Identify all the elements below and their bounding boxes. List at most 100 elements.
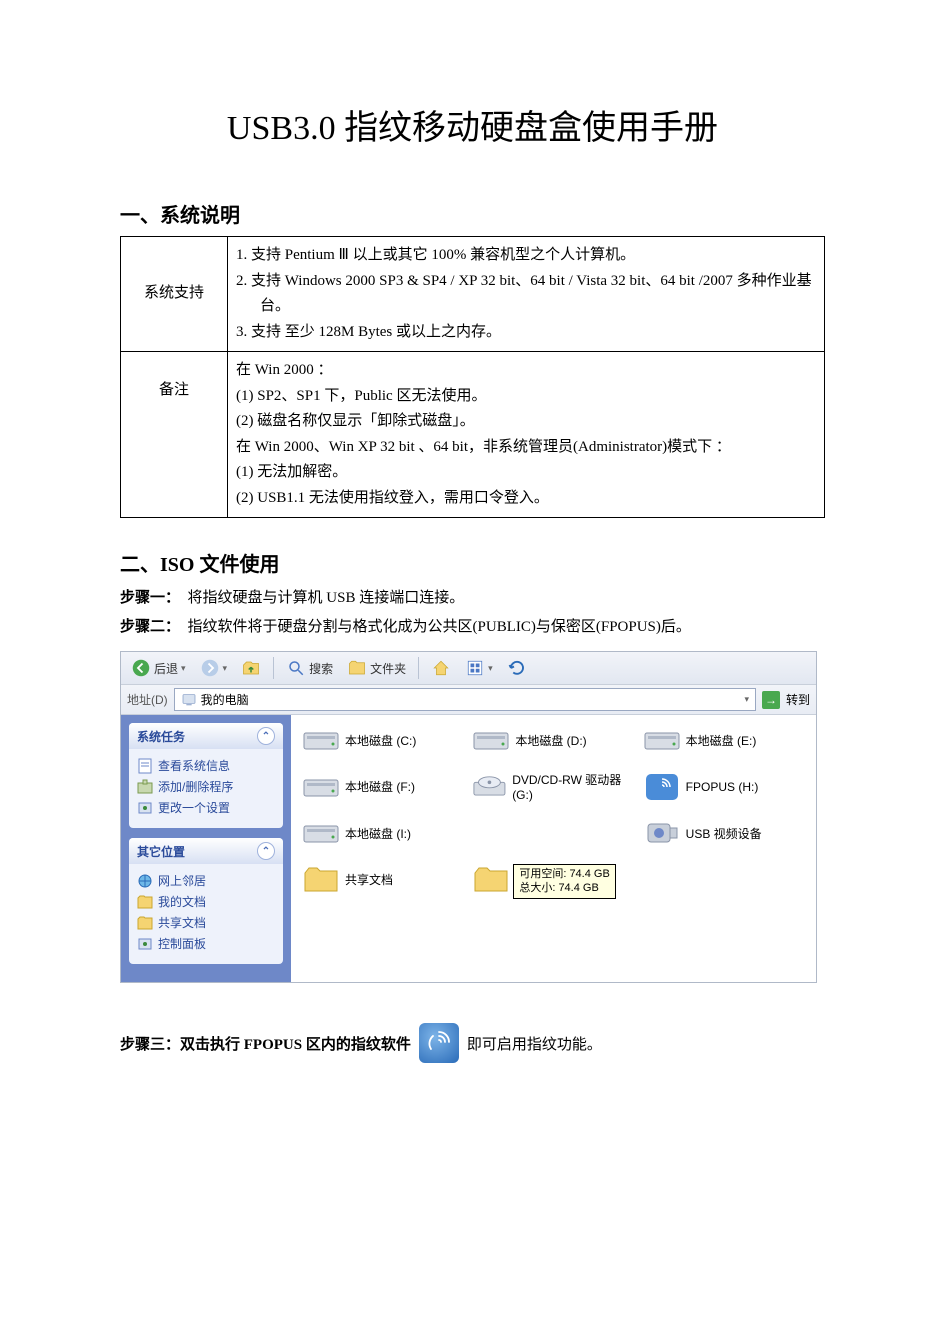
row2-line2: (1) SP2、SP1 下，Public 区无法使用。 [236,384,816,410]
explorer-window: 后退 ▾ ▾ 搜索 文件夹 [120,651,817,983]
search-button[interactable]: 搜索 [282,656,337,680]
drive-e-label: 本地磁盘 (E:) [686,732,757,749]
fwd-dropdown-icon: ▾ [223,663,228,674]
task-add-remove[interactable]: 添加/删除程序 [137,776,275,797]
dvd-icon [473,772,506,802]
address-bar: 地址(D) 我的电脑 ▾ → 转到 [121,685,816,715]
hdd-icon [303,772,339,802]
drive-f-label: 本地磁盘 (F:) [345,778,415,795]
back-button[interactable]: 后退 ▾ [127,656,190,680]
row1-line3: 3. 支持 至少 128M Bytes 或以上之内存。 [236,320,816,346]
drive-g-label: DVD/CD-RW 驱动器 (G:) [512,771,633,802]
row2-line5: (1) 无法加解密。 [236,460,816,486]
up-button[interactable] [237,656,265,680]
forward-icon [200,658,220,678]
network-icon [137,873,153,889]
folder-icon [473,864,509,894]
usb-video[interactable]: USB 视频设备 [644,818,804,848]
drive-i[interactable]: 本地磁盘 (I:) [303,818,463,848]
folder-with-tooltip[interactable]: 可用空间: 74.4 GB 总大小: 74.4 GB [473,864,633,894]
panel1-title: 系统任务 [137,728,185,745]
go-label: 转到 [786,691,810,708]
collapse-icon: ⌃ [257,842,275,860]
row2-line3: (2) 磁盘名称仅显示「卸除式磁盘」。 [236,409,816,435]
folder-icon [303,864,339,894]
go-arrow-icon: → [765,693,777,707]
panel-system-tasks: 系统任务 ⌃ 查看系统信息 添加/删除程序 更改一个设置 [129,723,283,828]
place-mydocs[interactable]: 我的文档 [137,891,275,912]
panel-other-places-header[interactable]: 其它位置 ⌃ [129,838,283,864]
task-change-setting[interactable]: 更改一个设置 [137,797,275,818]
place-mydocs-label: 我的文档 [158,893,206,910]
hdd-icon [644,725,680,755]
shared-docs-label: 共享文档 [345,871,393,888]
drive-c-label: 本地磁盘 (C:) [345,732,416,749]
step1-label: 步骤一： [120,590,180,606]
address-value: 我的电脑 [201,691,249,708]
collapse-icon: ⌃ [257,727,275,745]
tooltip-line2: 总大小: 74.4 GB [519,881,609,895]
sidebar: 系统任务 ⌃ 查看系统信息 添加/删除程序 更改一个设置 [121,715,291,982]
row2-line1: 在 Win 2000 ： [236,358,816,384]
hdd-icon [473,725,509,755]
mycomputer-icon [181,692,197,708]
task-view-info-label: 查看系统信息 [158,757,230,774]
place-control-panel[interactable]: 控制面板 [137,933,275,954]
drive-content: 本地磁盘 (C:) 本地磁盘 (D:) 本地磁盘 (E:) 本地磁盘 (F:) … [291,715,816,982]
place-network[interactable]: 网上邻居 [137,870,275,891]
task-view-info[interactable]: 查看系统信息 [137,755,275,776]
shared-docs[interactable]: 共享文档 [303,864,463,894]
row2-label: 备注 [121,352,228,518]
step3-text-b: 即可启用指纹功能。 [467,1033,602,1054]
search-icon [286,658,306,678]
folders-button[interactable]: 文件夹 [343,656,410,680]
forward-button[interactable]: ▾ [196,656,232,680]
shared-icon [137,915,153,931]
folders-label: 文件夹 [370,660,406,677]
tooltip: 可用空间: 74.4 GB 总大小: 74.4 GB [513,864,615,899]
drive-d[interactable]: 本地磁盘 (D:) [473,725,633,755]
place-shared[interactable]: 共享文档 [137,912,275,933]
go-button[interactable]: → [762,691,780,709]
addremove-icon [137,779,153,795]
panel-system-tasks-header[interactable]: 系统任务 ⌃ [129,723,283,749]
undo-icon [507,658,527,678]
setting-icon [137,800,153,816]
explorer-body: 系统任务 ⌃ 查看系统信息 添加/删除程序 更改一个设置 [121,715,816,982]
drive-e[interactable]: 本地磁盘 (E:) [644,725,804,755]
place-network-label: 网上邻居 [158,872,206,889]
task-change-setting-label: 更改一个设置 [158,799,230,816]
row2-content: 在 Win 2000 ： (1) SP2、SP1 下，Public 区无法使用。… [228,352,825,518]
drive-g[interactable]: DVD/CD-RW 驱动器 (G:) [473,771,633,802]
drive-f[interactable]: 本地磁盘 (F:) [303,771,463,802]
drive-i-label: 本地磁盘 (I:) [345,825,411,842]
views-icon [465,658,485,678]
hdd-icon [303,818,339,848]
camera-icon [644,818,680,848]
folders-icon [347,658,367,678]
address-label: 地址(D) [127,691,168,708]
home-button[interactable] [427,656,455,680]
views-dropdown-icon: ▾ [488,663,493,674]
home-icon [431,658,451,678]
controlpanel-icon [137,936,153,952]
section2-heading: 二、ISO 文件使用 [120,548,825,577]
step2: 步骤二： 指纹软件将于硬盘分割与格式化成为公共区(PUBLIC)与保密区(FPO… [120,614,825,641]
up-icon [241,658,261,678]
address-dropdown-icon: ▾ [744,694,749,705]
page-title: USB3.0 指纹移动硬盘盒使用手册 [120,100,825,149]
info-icon [137,758,153,774]
undo-button[interactable] [503,656,531,680]
step2-label: 步骤二： [120,619,180,635]
hdd-icon [303,725,339,755]
drive-c[interactable]: 本地磁盘 (C:) [303,725,463,755]
separator [418,657,419,679]
place-cp-label: 控制面板 [158,935,206,952]
step1: 步骤一： 将指纹硬盘与计算机 USB 连接端口连接。 [120,585,825,612]
row1-label: 系统支持 [121,237,228,352]
address-field[interactable]: 我的电脑 ▾ [174,688,756,711]
views-button[interactable]: ▾ [461,656,497,680]
fingerprint-app-icon [419,1023,459,1063]
drive-h[interactable]: FPOPUS (H:) [644,771,804,802]
place-shared-label: 共享文档 [158,914,206,931]
